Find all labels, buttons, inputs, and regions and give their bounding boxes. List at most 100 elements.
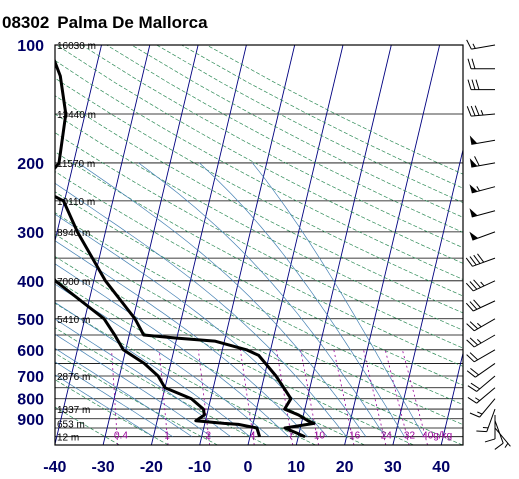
wind-barb-staff — [471, 139, 496, 145]
mixing-ratio-line — [401, 349, 428, 445]
height-label: 7000 m — [57, 277, 90, 288]
wind-barb — [467, 375, 496, 392]
dry-adiabat — [55, 191, 463, 406]
dry-adiabat — [131, 45, 463, 218]
pressure-tick-label: 900 — [17, 412, 44, 429]
isotherm — [55, 45, 151, 445]
wind-barb-half-feather — [475, 397, 480, 402]
dry-adiabat — [55, 233, 463, 445]
moist-adiabat — [55, 182, 347, 437]
isotherm — [199, 45, 296, 445]
wind-barb-feather — [473, 299, 481, 308]
wind-barb — [469, 231, 496, 241]
wind-barb-feather — [473, 254, 481, 264]
wind-barb-half-feather — [480, 281, 485, 287]
moist-adiabat — [55, 333, 212, 437]
wind-barb — [494, 427, 511, 448]
wind-barb-feather — [467, 58, 472, 69]
wind-barb — [465, 279, 496, 292]
station-name: Palma De Mallorca — [57, 13, 208, 32]
wind-barb — [484, 414, 496, 443]
dry-adiabat — [55, 132, 463, 349]
dry-adiabat — [206, 45, 463, 175]
wind-barb — [469, 156, 496, 168]
wind-barb-staff — [471, 44, 496, 50]
wind-barb-feather — [466, 39, 472, 50]
wind-barb — [469, 208, 496, 218]
wind-barb-feather — [473, 279, 481, 288]
chart-title: 08302 Palma De Mallorca — [2, 13, 208, 32]
mixing-ratio-line — [363, 349, 387, 445]
chart-background-lines — [0, 45, 463, 445]
wind-barb-half-feather — [477, 322, 482, 328]
wind-barb-feather — [470, 368, 479, 376]
dry-adiabat — [55, 171, 463, 386]
wind-barb-feather — [474, 105, 480, 116]
wind-barb-feather — [494, 442, 504, 450]
dry-adiabat — [156, 45, 463, 204]
wind-barb-feather — [466, 370, 476, 378]
height-label: 8940 m — [57, 228, 90, 239]
mixing-ratio-label: 4 — [250, 431, 256, 442]
moist-adiabat — [252, 162, 425, 437]
wind-barb-feather — [465, 257, 473, 267]
wind-barb-feather — [470, 105, 476, 116]
wind-barb-feather — [465, 302, 474, 312]
wind-barb-feather — [466, 339, 475, 348]
isotherm — [150, 45, 247, 445]
wind-barb-pennant — [469, 135, 478, 145]
dry-adiabat — [55, 95, 463, 314]
wind-barb — [469, 135, 496, 145]
temperature-tick-label: -20 — [140, 459, 163, 476]
dry-adiabat — [106, 45, 463, 233]
wind-barb — [466, 363, 496, 378]
wind-barb-feather — [471, 58, 476, 69]
temperature-line — [55, 58, 316, 439]
dry-adiabat — [81, 45, 463, 249]
wind-barb — [465, 253, 496, 267]
moist-adiabat — [55, 213, 328, 437]
isotherm — [0, 45, 5, 445]
mixing-ratio-line — [300, 349, 319, 445]
wind-barb-feather — [466, 106, 472, 117]
wind-barb-pennant — [469, 184, 478, 193]
wind-barb — [466, 349, 496, 363]
dry-adiabat — [55, 379, 169, 445]
isotherm — [440, 351, 463, 445]
height-label: 1337 m — [57, 405, 90, 416]
pressure-tick-label: 200 — [17, 156, 44, 173]
wind-barb — [467, 79, 495, 91]
moist-adiabat — [138, 162, 386, 437]
wind-barb-staff — [471, 162, 496, 168]
pressure-tick-label: 800 — [17, 392, 44, 409]
wind-barb — [466, 334, 496, 348]
wind-barb-feather — [469, 352, 479, 361]
wind-barb — [469, 184, 496, 194]
wind-barb — [467, 387, 496, 404]
wind-barb-feather — [475, 79, 480, 90]
wind-barb-feather — [467, 79, 472, 90]
dewpoint-line — [55, 277, 262, 438]
isotherm — [344, 45, 441, 445]
wind-barb-half-feather — [477, 411, 483, 415]
mixing-ratio-label: 32 — [404, 431, 416, 442]
temperature-tick-label: -10 — [188, 459, 211, 476]
wind-barb-feather — [469, 256, 477, 266]
mixing-ratio-line — [197, 349, 210, 445]
moist-adiabat — [55, 263, 289, 437]
pressure-tick-label: 600 — [17, 343, 44, 360]
isotherm — [295, 45, 392, 445]
mixing-ratio-lines: 0.4 1 2 4 7 10 16 24 32 40g/kg — [111, 349, 452, 445]
pressure-tick-label: 400 — [17, 274, 44, 291]
height-label: 10110 m — [57, 197, 95, 208]
wind-barb-feather — [466, 354, 475, 363]
pressure-tick-label: 100 — [17, 38, 44, 55]
wind-barb-feather — [484, 438, 496, 443]
isotherm — [102, 45, 199, 445]
wind-barb-staff — [494, 427, 511, 447]
wind-barb-feather — [469, 321, 479, 330]
mixing-ratio-label: 16 — [349, 431, 361, 442]
isotherm — [55, 45, 102, 243]
